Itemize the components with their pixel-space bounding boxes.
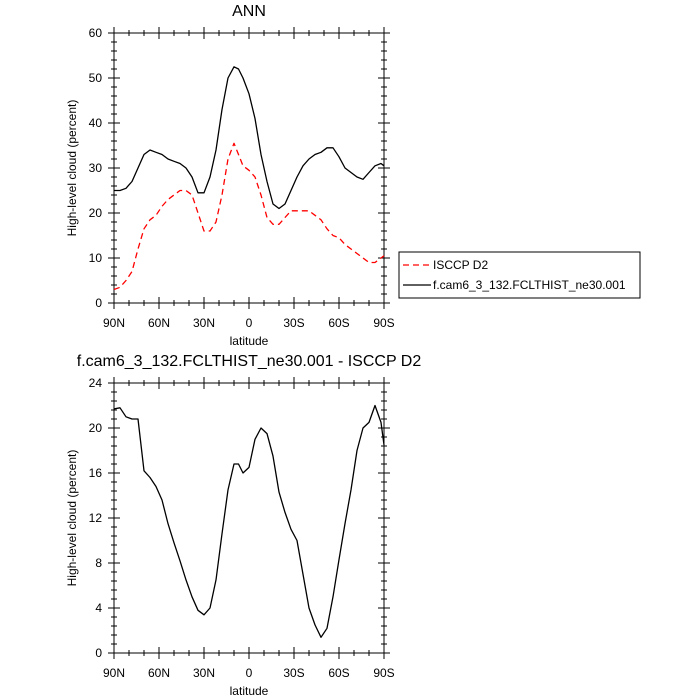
- y-tick-label: 0: [95, 296, 102, 310]
- x-tick-label: 90N: [103, 316, 125, 330]
- x-tick-label: 90N: [103, 666, 125, 680]
- legend-label: ISCCP D2: [433, 258, 488, 272]
- x-tick-label: 60N: [148, 316, 170, 330]
- chart-title: f.cam6_3_132.FCLTHIST_ne30.001 - ISCCP D…: [77, 353, 422, 370]
- x-tick-label: 0: [246, 666, 253, 680]
- x-tick-label: 60N: [148, 666, 170, 680]
- y-tick-label: 24: [89, 376, 103, 390]
- x-tick-label: 30S: [283, 666, 304, 680]
- y-tick-label: 50: [89, 71, 103, 85]
- y-tick-label: 30: [89, 161, 103, 175]
- y-tick-label: 20: [89, 206, 103, 220]
- legend-box: [398, 251, 641, 299]
- series-line-0: [113, 404, 385, 638]
- series-line-0: [113, 142, 385, 291]
- y-axis-label: High-level cloud (percent): [65, 100, 79, 237]
- x-tick-label: 60S: [328, 316, 349, 330]
- x-tick-label: 30N: [193, 316, 215, 330]
- plot-frame: [113, 32, 385, 304]
- y-tick-label: 20: [89, 421, 103, 435]
- legend: ISCCP D2 f.cam6_3_132.FCLTHIST_ne30.001: [398, 251, 641, 299]
- y-tick-label: 0: [95, 646, 102, 660]
- y-tick-label: 40: [89, 116, 103, 130]
- plot-frame: [113, 382, 385, 654]
- y-tick-label: 12: [89, 511, 103, 525]
- y-tick-label: 8: [95, 556, 102, 570]
- x-tick-label: 90S: [373, 666, 394, 680]
- y-axis-label: High-level cloud (percent): [65, 450, 79, 587]
- y-tick-label: 4: [95, 601, 102, 615]
- x-tick-label: 60S: [328, 666, 349, 680]
- x-tick-label: 90S: [373, 316, 394, 330]
- top-panel: ANN 0 10 20 30 40 50 60 90N 60N 30N 0 30S 60S 90S latit…: [65, 3, 641, 348]
- x-axis-label: latitude: [230, 334, 269, 348]
- x-tick-label: 30N: [193, 666, 215, 680]
- chart-title: ANN: [232, 3, 266, 20]
- y-tick-label: 60: [89, 26, 103, 40]
- y-tick-label: 10: [89, 251, 103, 265]
- bottom-panel: f.cam6_3_132.FCLTHIST_ne30.001 - ISCCP D…: [65, 353, 421, 698]
- x-tick-label: 30S: [283, 316, 304, 330]
- series-line-1: [114, 66, 385, 210]
- legend-label: f.cam6_3_132.FCLTHIST_ne30.001: [433, 278, 626, 292]
- y-tick-label: 16: [89, 466, 103, 480]
- x-axis-label: latitude: [230, 684, 269, 698]
- x-tick-label: 0: [246, 316, 253, 330]
